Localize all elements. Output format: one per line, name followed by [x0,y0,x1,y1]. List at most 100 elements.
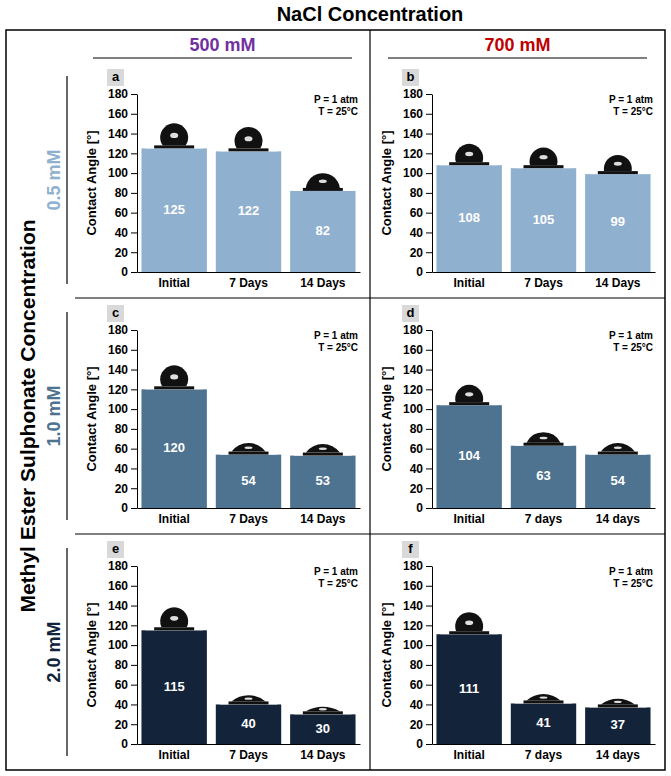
annotation: P = 1 atm [609,94,653,105]
y-tick: 160 [403,343,432,357]
y-tick: 180 [403,87,432,101]
y-tick-mark [131,173,137,174]
y-tick-mark [131,429,137,430]
data-label: 108 [458,210,480,225]
panel-letter-box [107,305,124,322]
y-tick: 40 [115,462,137,476]
y-tick-mark [131,409,137,410]
y-tick-mark [131,272,137,273]
panel-letter-box [402,305,419,322]
y-tick-mark [426,566,432,567]
x-tick: Initial [158,508,189,526]
y-tick-label: 100 [403,402,423,416]
row-label: 1.0 mM [44,385,64,446]
panel-letter: f [408,541,413,556]
data-label: 54 [611,473,626,488]
x-tick: Initial [158,272,189,290]
bar-cap [515,165,572,168]
y-tick-label: 100 [108,166,128,180]
x-tick: 14 Days [300,272,346,290]
y-tick-label: 140 [403,599,423,613]
x-tick-label: 7 days [525,748,563,762]
x-tick: 14 Days [300,744,346,762]
y-tick-mark [426,350,432,351]
y-tick-mark [426,429,432,430]
y-tick: 100 [403,402,432,416]
y-tick: 160 [403,579,432,593]
panel: 020406080100120140160180Initial7 days14 … [379,305,655,526]
y-tick-label: 20 [410,482,424,496]
droplet-highlight [540,696,548,698]
y-tick-label: 160 [403,107,423,121]
row-rule [66,548,67,756]
y-tick-label: 120 [403,383,423,397]
x-axis-line [138,272,361,273]
y-tick-label: 0 [121,501,128,515]
plot-area [141,123,355,272]
droplet-base [524,165,564,168]
droplet-base [154,627,194,630]
x-tick: Initial [453,508,484,526]
plot-area [436,385,650,508]
row-rule [66,312,67,520]
y-tick-mark [426,468,432,469]
frame [6,30,665,770]
y-tick: 160 [108,579,137,593]
y-tick-label: 100 [108,638,128,652]
y-tick-label: 20 [410,718,424,732]
y-tick: 180 [108,87,137,101]
bar-cap [294,453,351,456]
y-axis-line [137,331,138,509]
y-tick-label: 60 [115,206,129,220]
divider [75,533,665,534]
y-tick: 40 [115,226,137,240]
x-tick: 14 days [596,744,640,762]
y-tick: 60 [115,678,137,692]
bar-cap [440,631,497,634]
bar [216,151,281,272]
y-tick: 0 [121,501,137,515]
bar-cap [220,148,277,151]
droplet-body [527,694,561,700]
y-tick: 180 [403,323,432,337]
y-tick-label: 140 [403,363,423,377]
y-tick-mark [131,744,137,745]
y-tick-label: 60 [410,206,424,220]
y-tick: 40 [115,698,137,712]
y-tick-mark [131,468,137,469]
panel-letter-box [402,541,419,558]
y-tick-label: 20 [115,482,129,496]
y-tick-label: 180 [108,323,128,337]
y-tick: 20 [410,482,432,496]
y-tick: 0 [121,265,137,279]
y-tick-mark [131,193,137,194]
x-axis: Initial7 Days14 Days [138,272,361,290]
x-tick-label: 7 Days [229,512,268,526]
y-tick: 140 [403,599,432,613]
annotation: P = 1 atm [314,566,358,577]
x-axis: Initial7 Days14 Days [138,744,361,762]
droplet-base [449,631,489,634]
y-tick-label: 40 [410,462,424,476]
droplet-body [160,123,188,145]
droplet-base [154,386,194,389]
y-tick-mark [426,488,432,489]
y-tick: 0 [416,265,432,279]
y-tick-label: 180 [108,559,128,573]
y-axis-title: Contact Angle [°] [84,130,99,235]
panel-letter: d [407,305,415,320]
y-axis-title: Contact Angle [°] [84,602,99,707]
y-tick: 40 [410,226,432,240]
data-label: 82 [316,223,330,238]
panel-letter-box [402,69,419,86]
y-tick-label: 100 [403,166,423,180]
droplet-body [306,707,340,712]
y-tick: 160 [403,107,432,121]
y-tick-mark [426,704,432,705]
y-tick-label: 40 [115,462,129,476]
droplet-highlight [245,697,253,699]
data-label: 104 [458,448,480,463]
droplet [449,385,489,405]
y-tick-mark [426,252,432,253]
droplet-base [598,171,638,174]
